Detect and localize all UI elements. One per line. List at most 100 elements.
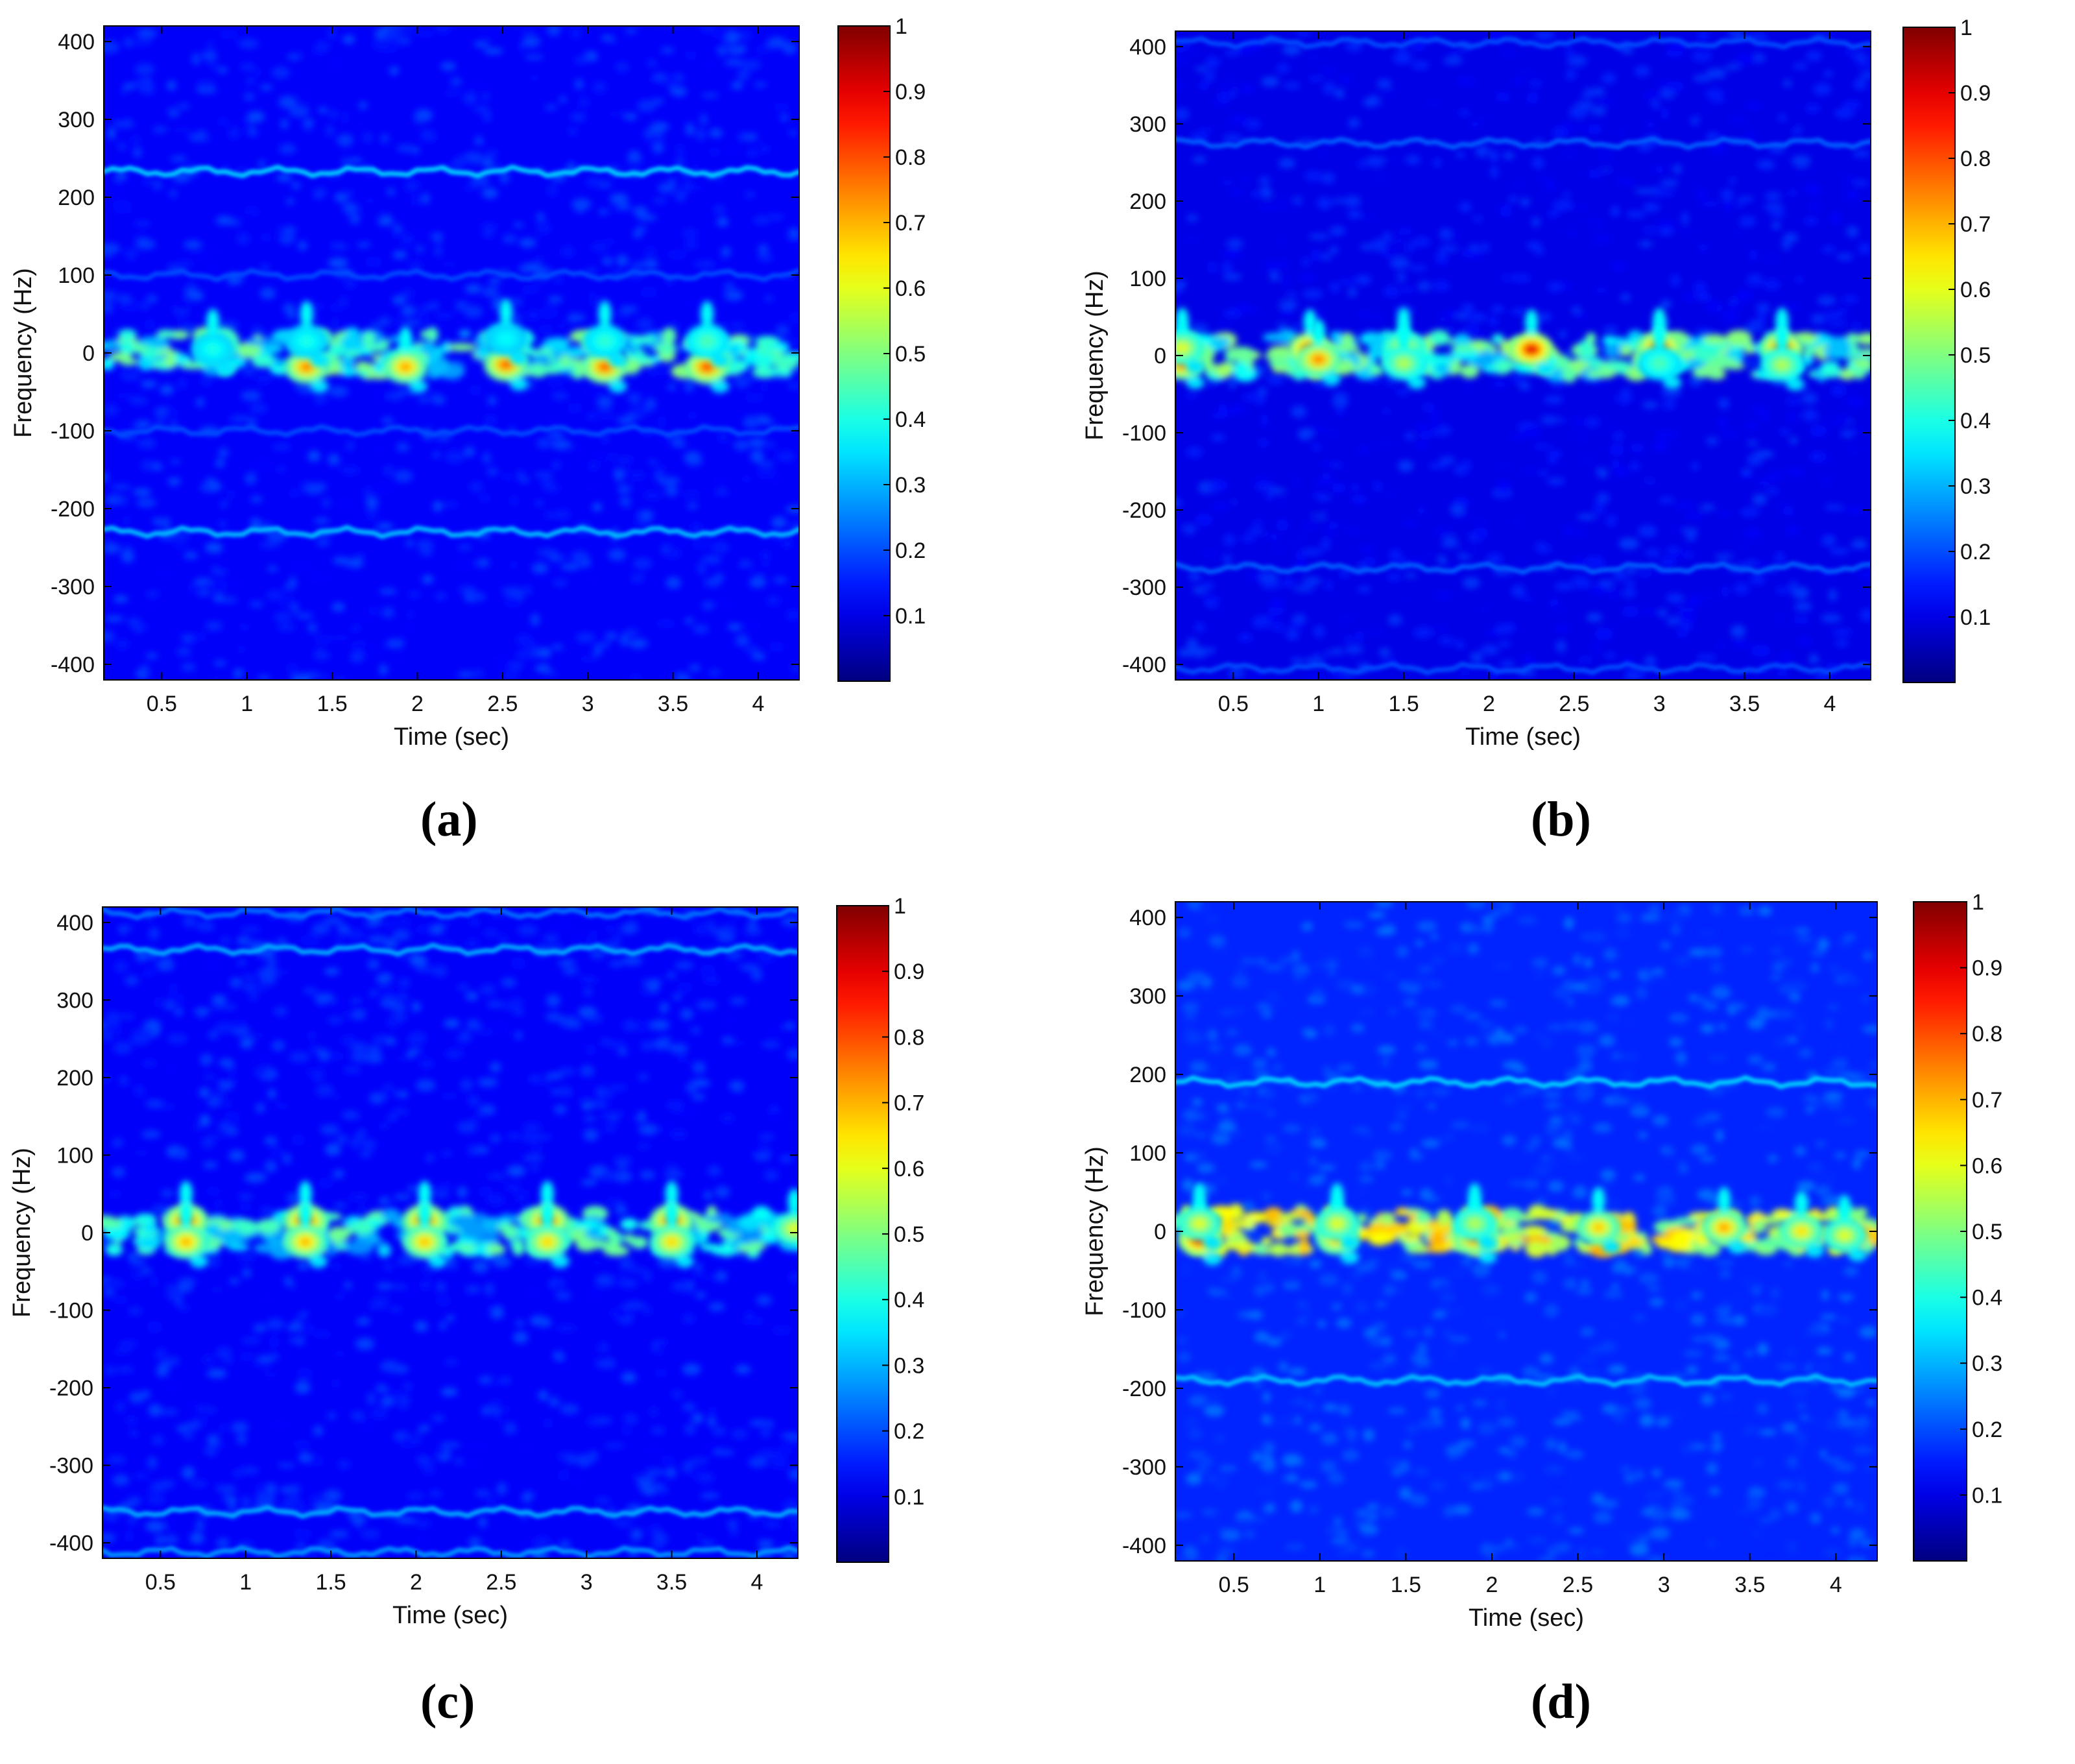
colorbar-tick-label: 0.2 [1960,540,1991,564]
colorbar-tick-label: 0.6 [894,1157,924,1181]
colorbar-tick-label: 1 [895,14,907,39]
colorbar-tick-label: 0.7 [1972,1088,2002,1113]
x-tick-label: 3 [581,1570,593,1595]
y-tick-label: 200 [1129,1063,1166,1087]
x-tick-label: 2 [411,692,424,716]
x-tick-label: 2.5 [1559,692,1589,716]
colorbar-tick-label: 0.8 [1960,147,1991,171]
y-tick-label: 0 [1154,1220,1166,1244]
hotspot [1822,1194,1867,1262]
x-tick-label: 2 [410,1570,422,1595]
x-tick-label: 4 [752,692,764,716]
chart-svg: 0.5 1 1.5 2 2.5 3 3.5 4 400 300 200 100 0 -100 -200 -30… [1081,16,1991,751]
colorbar-tick-label: 0.9 [895,80,926,104]
y-tick-label: -300 [51,575,95,599]
x-tick-label: 3.5 [1729,692,1760,716]
chart-svg: 0.5 1 1.5 2 2.5 3 3.5 4 400 300 200 100 0 -100 -200 -30… [10,14,926,751]
hotspot [1296,319,1341,385]
chart-svg: 0.5 1 1.5 2 2.5 3 3.5 4 400 300 200 100 0 -100 -200 -30… [1081,890,2002,1632]
x-axis-label: Time (sec) [1469,1604,1584,1632]
colorbar-tick-label: 0.3 [1972,1351,2002,1376]
noise-texture [102,907,798,1558]
colorbar-tick-label: 0.6 [1972,1154,2002,1178]
colorbar-tick-label: 0.7 [1960,212,1991,237]
colorbar-tick-label: 0.1 [1960,605,1991,630]
y-tick-label: 100 [58,263,95,288]
frequency-band [1175,661,1871,675]
y-tick-label: 400 [56,911,93,936]
colorbar-tick-label: 0.2 [1972,1418,2002,1442]
y-tick-label: 200 [1129,189,1166,214]
x-axis-label: Time (sec) [394,723,509,751]
hotspot [525,1202,570,1268]
x-tick-label: 0.5 [1219,1573,1249,1597]
hotspot [1576,1187,1621,1254]
x-tick-label: 4 [1823,692,1836,716]
frequency-band [1175,1373,1877,1388]
frequency-band [104,525,799,539]
y-tick-label: 300 [56,988,93,1013]
y-tick-label: 0 [1154,344,1166,369]
y-tick-label: -100 [51,419,95,444]
hotspot [163,1202,208,1268]
colorbar-tick-label: 0.1 [894,1485,924,1510]
hotspot [1452,1183,1497,1250]
colorbar-tick-label: 0.1 [1972,1483,2002,1508]
colorbar-tick-label: 0.9 [1972,956,2002,981]
colorbar-tick-label: 0.4 [1960,409,1991,433]
colorbar-tick-label: 0.8 [895,145,926,170]
frequency-band [102,1504,798,1519]
x-tick-label: 1 [239,1570,252,1595]
noise-texture [1175,902,1877,1561]
chart-panel-a: 0.5 1 1.5 2 2.5 3 3.5 4 400 300 200 100 0 -100 -200 -30… [0,0,1038,882]
hotspot [191,309,235,375]
hotspot [383,326,428,393]
colorbar-tick-label: 0.1 [895,604,926,629]
y-tick-label: -300 [1122,1455,1166,1480]
frequency-band [102,907,798,921]
colorbar-tick-label: 0.4 [1972,1286,2002,1311]
y-tick-label: -400 [1122,653,1166,677]
colorbar-tick-label: 0.3 [1960,474,1991,499]
y-tick-label: 0 [82,341,95,366]
frequency-band [1175,136,1871,151]
x-tick-label: 1.5 [315,1570,346,1595]
y-tick-label: -400 [49,1531,93,1556]
y-tick-label: -200 [49,1376,93,1401]
y-tick-label: 200 [56,1066,93,1091]
x-tick-label: 3.5 [656,1570,687,1595]
colorbar-tick-label: 0.6 [895,276,926,301]
y-tick-label: -100 [1122,1298,1166,1323]
y-tick-label: 300 [1129,112,1166,137]
x-tick-label: 0.5 [145,1570,176,1595]
x-tick-label: 3.5 [658,692,688,716]
y-tick-label: -300 [49,1454,93,1479]
hotspot [772,1189,798,1246]
frequency-band [104,424,799,438]
y-axis-label: Frequency (Hz) [1081,271,1109,441]
x-axis-label: Time (sec) [392,1602,508,1629]
y-tick-label: -100 [49,1299,93,1323]
hotspot [1509,309,1554,376]
y-axis-label: Frequency (Hz) [8,1148,36,1318]
hotspot [1760,324,1805,391]
colorbar-tick-label: 0.2 [894,1420,924,1444]
colorbar [1913,901,1967,1562]
y-axis-label: Frequency (Hz) [1081,1146,1109,1316]
x-tick-label: 0.5 [1218,692,1249,716]
y-tick-label: -100 [1122,421,1166,446]
x-tick-label: 3 [582,692,594,716]
hotspot [1701,1187,1746,1254]
hotspot [1382,323,1426,389]
frequency-band [104,268,799,282]
y-tick-label: 100 [1129,267,1166,291]
x-tick-label: 1 [1312,692,1325,716]
hotspot [1175,308,1205,374]
frequency-band [1175,1075,1877,1089]
y-tick-label: -200 [1122,1377,1166,1401]
x-axis-label: Time (sec) [1465,723,1581,751]
chart-svg: 0.5 1 1.5 2 2.5 3 3.5 4 400 300 200 100 0 -100 -200 -30… [8,894,924,1629]
colorbar-tick-label: 1 [894,894,906,919]
y-tick-label: -200 [1122,498,1166,523]
y-tick-label: -200 [51,497,95,522]
